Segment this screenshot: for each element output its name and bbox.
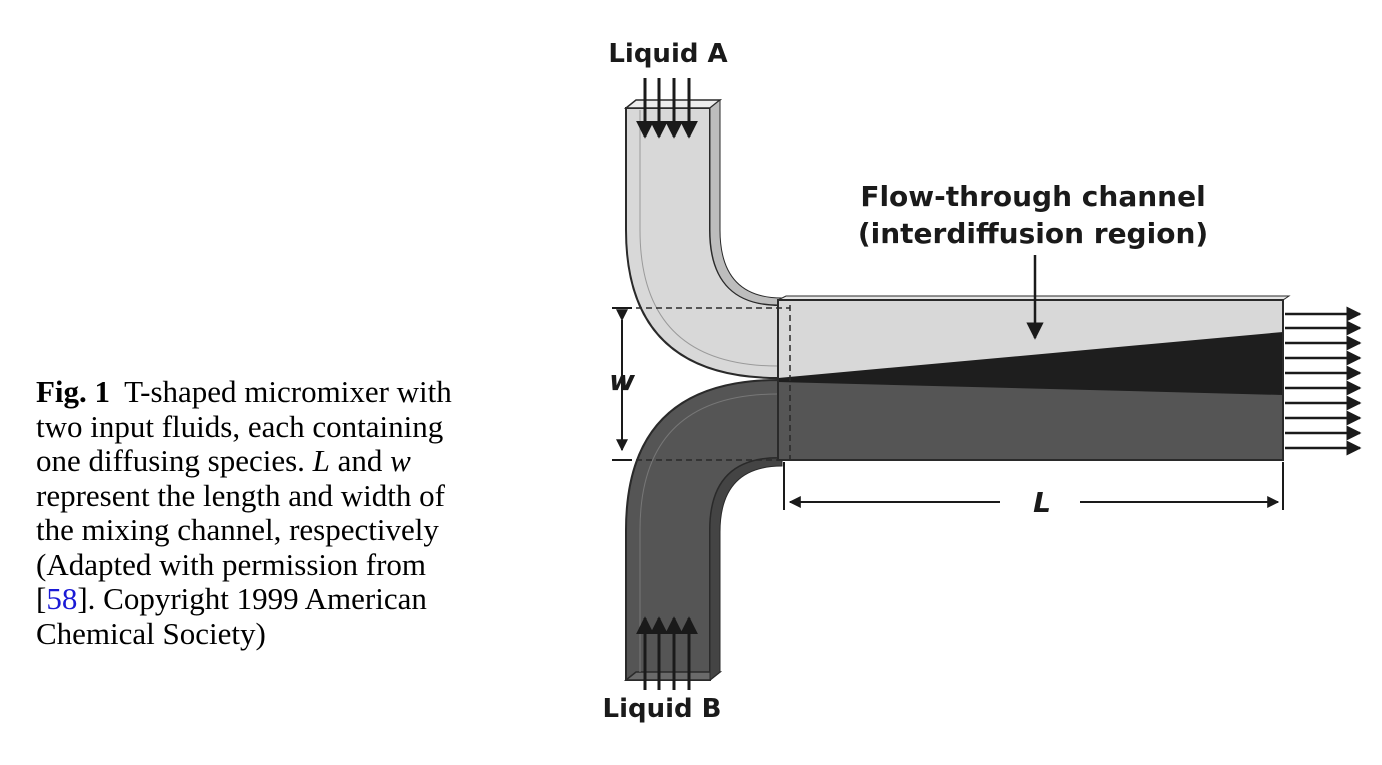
- channel-label-line1: Flow-through channel: [860, 180, 1205, 213]
- figure-caption: Fig. 1 T-shaped micromixer with two input…: [36, 374, 466, 651]
- liquid-b-channel: [623, 378, 783, 682]
- liquid-b-arrows: [636, 616, 698, 690]
- liquid-a-arrows: [636, 78, 698, 139]
- liquid-b-label: Liquid B: [603, 694, 722, 724]
- outlet-arrows: [1285, 306, 1362, 456]
- liquid-a-label: Liquid A: [608, 39, 727, 69]
- liquid-a-channel: [623, 98, 783, 380]
- interdiffusion-region: [778, 332, 1283, 395]
- width-label: w: [609, 364, 635, 397]
- length-label: L: [1033, 486, 1051, 519]
- length-symbol: L: [312, 443, 330, 478]
- micromixer-diagram: Liquid A Liquid B Flow-through channel (…: [603, 39, 1362, 724]
- caption-text-3: represent the length and width of the mi…: [36, 477, 445, 616]
- length-dimension: [783, 462, 1284, 510]
- figure-number: Fig. 1: [36, 374, 111, 409]
- width-dimension: [612, 307, 632, 461]
- caption-text-1: T-shaped micromixer with two input fluid…: [36, 374, 452, 478]
- mixing-channel: [777, 295, 1291, 461]
- reference-link[interactable]: 58: [46, 581, 78, 616]
- caption-text-4: ]. Copyright 1999 American Chemical Soci…: [36, 581, 427, 651]
- dashed-guides: [616, 305, 791, 461]
- caption-text-2: and: [329, 443, 391, 478]
- channel-label-line2: (interdiffusion region): [858, 217, 1208, 250]
- width-symbol: w: [390, 443, 411, 478]
